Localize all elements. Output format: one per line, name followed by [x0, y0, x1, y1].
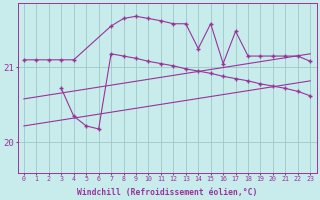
X-axis label: Windchill (Refroidissement éolien,°C): Windchill (Refroidissement éolien,°C) [77, 188, 257, 197]
